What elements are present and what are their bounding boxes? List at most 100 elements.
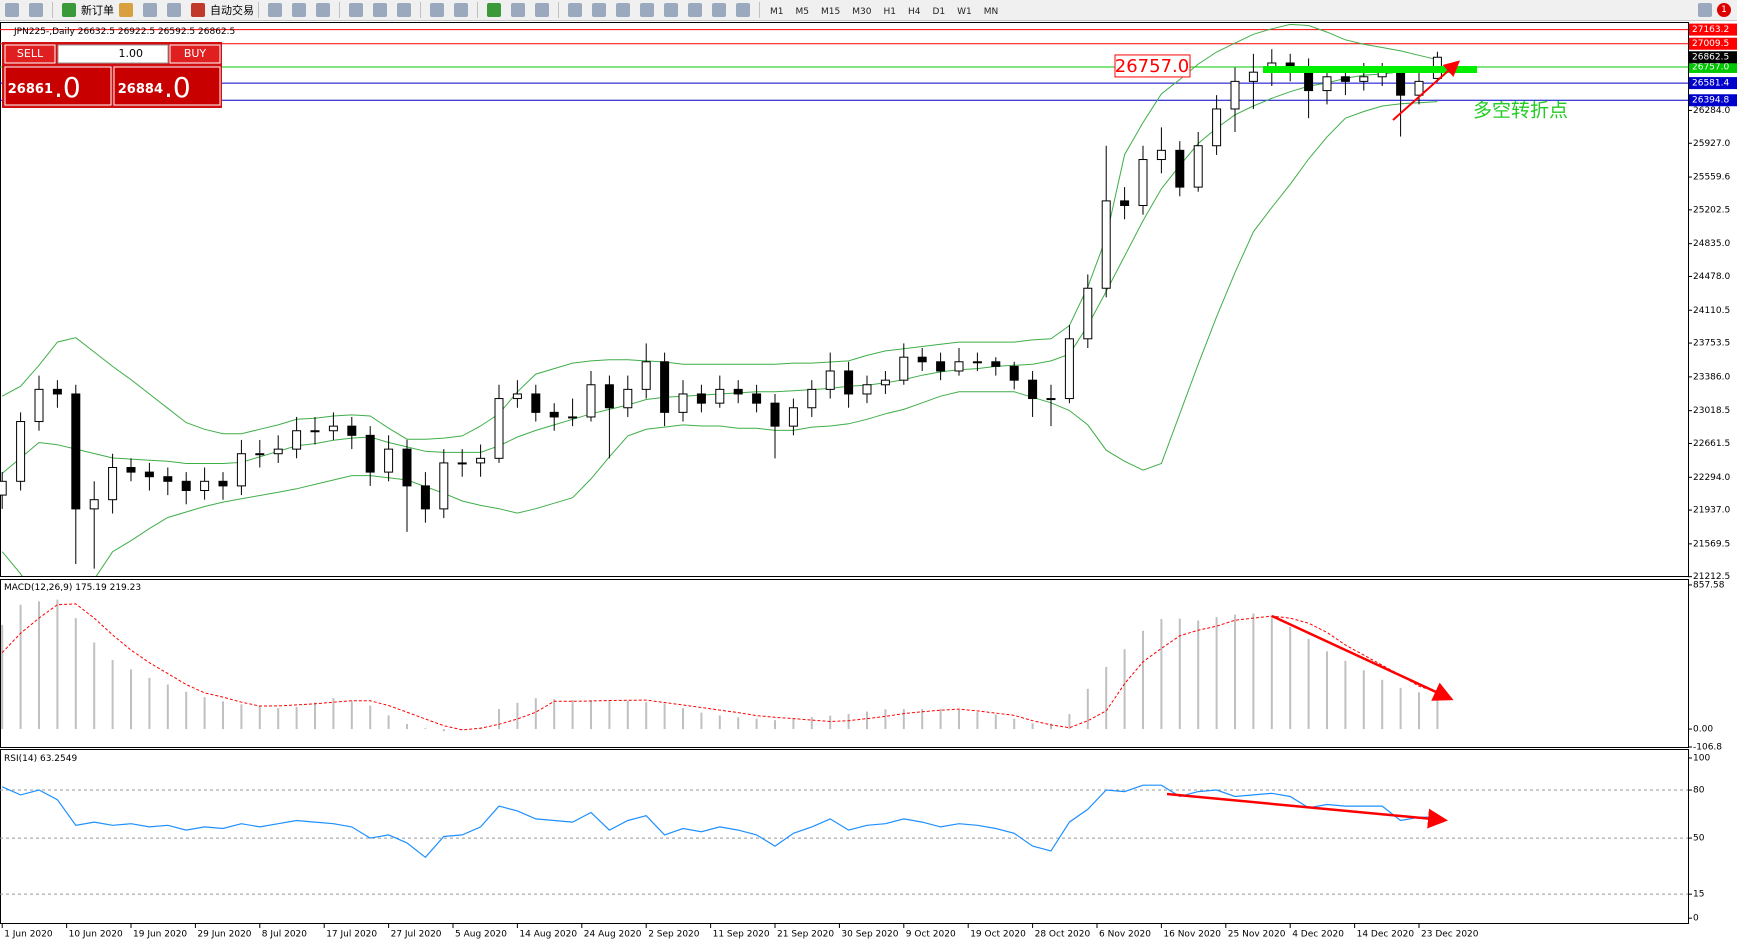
price-label: 26757.0 — [1692, 62, 1729, 72]
candle-body — [917, 356, 927, 363]
candle-body — [807, 388, 817, 409]
timeframe[interactable]: H4 — [907, 6, 921, 17]
candle-body — [1212, 108, 1222, 147]
x-tick-label: 8 Jul 2020 — [262, 930, 307, 940]
icon[interactable] — [373, 3, 387, 17]
candle-body — [1156, 149, 1166, 161]
x-tick-label: 23 Dec 2020 — [1421, 930, 1479, 940]
price-label: 26394.8 — [1692, 96, 1729, 106]
candle-body — [1359, 76, 1369, 82]
sell-label[interactable]: SELL — [17, 47, 44, 60]
icon[interactable] — [143, 3, 157, 17]
price-label-bg — [1689, 94, 1737, 107]
y-tick-label: 21569.5 — [1693, 539, 1730, 549]
icon[interactable] — [511, 3, 525, 17]
icon[interactable] — [616, 3, 630, 17]
candle-body — [16, 421, 26, 482]
price-label-bg — [1689, 77, 1737, 90]
icon[interactable] — [487, 3, 501, 17]
candle-body — [825, 370, 835, 390]
icon[interactable] — [119, 3, 133, 17]
buy-button[interactable] — [169, 44, 221, 64]
icon[interactable] — [292, 3, 306, 17]
search[interactable] — [1698, 3, 1712, 17]
sell-button[interactable] — [4, 44, 56, 64]
timeframe[interactable]: W1 — [957, 6, 972, 17]
timeframe[interactable]: M15 — [821, 6, 841, 17]
candle-body — [862, 384, 872, 395]
sell-price: 26861 — [8, 82, 53, 97]
icon[interactable] — [454, 3, 468, 17]
icon[interactable] — [568, 3, 582, 17]
candle-body — [439, 462, 449, 510]
icon[interactable] — [268, 3, 282, 17]
y-tick-label: 0 — [1693, 914, 1699, 924]
candle-body — [108, 467, 118, 501]
notification-badge[interactable]: 1 — [1717, 3, 1731, 17]
rsi-header: RSI(14) 63.2549 — [4, 754, 77, 764]
candle-body — [1101, 200, 1111, 289]
timeframe[interactable]: M30 — [852, 6, 872, 17]
lot-input[interactable] — [57, 44, 169, 64]
rsi-panel — [0, 749, 1689, 924]
candle-body — [770, 402, 780, 427]
x-tick-label: 28 Oct 2020 — [1035, 930, 1091, 940]
icon[interactable] — [664, 3, 678, 17]
buy-price-box[interactable] — [113, 66, 221, 106]
candle-body — [660, 361, 670, 413]
candle-body — [752, 393, 762, 404]
icon[interactable] — [688, 3, 702, 17]
open: 26632.5 — [78, 27, 115, 37]
icon[interactable] — [5, 3, 19, 17]
timeframe[interactable]: MN — [983, 6, 999, 17]
candle-body — [89, 499, 99, 510]
rsi-name: RSI(14) — [4, 754, 37, 764]
bid-label-bg — [1689, 51, 1737, 64]
icon[interactable] — [62, 3, 76, 17]
timeframe[interactable]: D1 — [932, 6, 946, 17]
y-tick-label: 24835.0 — [1693, 239, 1730, 249]
candle-body — [604, 384, 614, 409]
candle-body — [126, 467, 136, 473]
y-tick-label: 25202.5 — [1693, 205, 1730, 215]
arrow — [1271, 614, 1454, 701]
level-callout: 26757.0 — [1115, 56, 1189, 77]
icon[interactable] — [430, 3, 444, 17]
candle-body — [1138, 159, 1148, 206]
candle-body — [218, 480, 228, 487]
icon[interactable] — [191, 3, 205, 17]
x-tick-label: 11 Sep 2020 — [713, 930, 770, 940]
icon[interactable] — [349, 3, 363, 17]
candle-body — [494, 398, 504, 459]
y-tick-label: 857.58 — [1693, 580, 1725, 590]
candle-body — [52, 388, 62, 395]
price-label-bg — [1689, 60, 1737, 73]
icon[interactable] — [592, 3, 606, 17]
icon[interactable] — [316, 3, 330, 17]
candle-body — [365, 434, 375, 473]
x-tick-label: 19 Jun 2020 — [133, 930, 187, 940]
macd-signal — [1, 603, 1438, 731]
candle-body — [568, 416, 578, 419]
icon[interactable] — [397, 3, 411, 17]
new-order[interactable]: 新订单 — [81, 4, 114, 17]
candle-body — [310, 430, 320, 433]
x-tick-label: 2 Sep 2020 — [648, 930, 700, 940]
icon[interactable] — [535, 3, 549, 17]
sell-price-box[interactable] — [4, 66, 112, 106]
icon[interactable] — [167, 3, 181, 17]
candle-body — [0, 480, 7, 496]
timeframe[interactable]: M1 — [770, 6, 784, 17]
y-tick-label: 50 — [1693, 834, 1705, 844]
icon[interactable] — [29, 3, 43, 17]
icon[interactable] — [736, 3, 750, 17]
icon[interactable] — [712, 3, 726, 17]
candle-body — [844, 370, 854, 395]
timeframe[interactable]: H1 — [883, 6, 896, 17]
candle-body — [420, 485, 430, 510]
icon[interactable] — [640, 3, 654, 17]
y-tick-label: 21937.0 — [1693, 506, 1730, 516]
auto-trading[interactable]: 自动交易 — [210, 4, 254, 17]
timeframe[interactable]: M5 — [795, 6, 810, 17]
